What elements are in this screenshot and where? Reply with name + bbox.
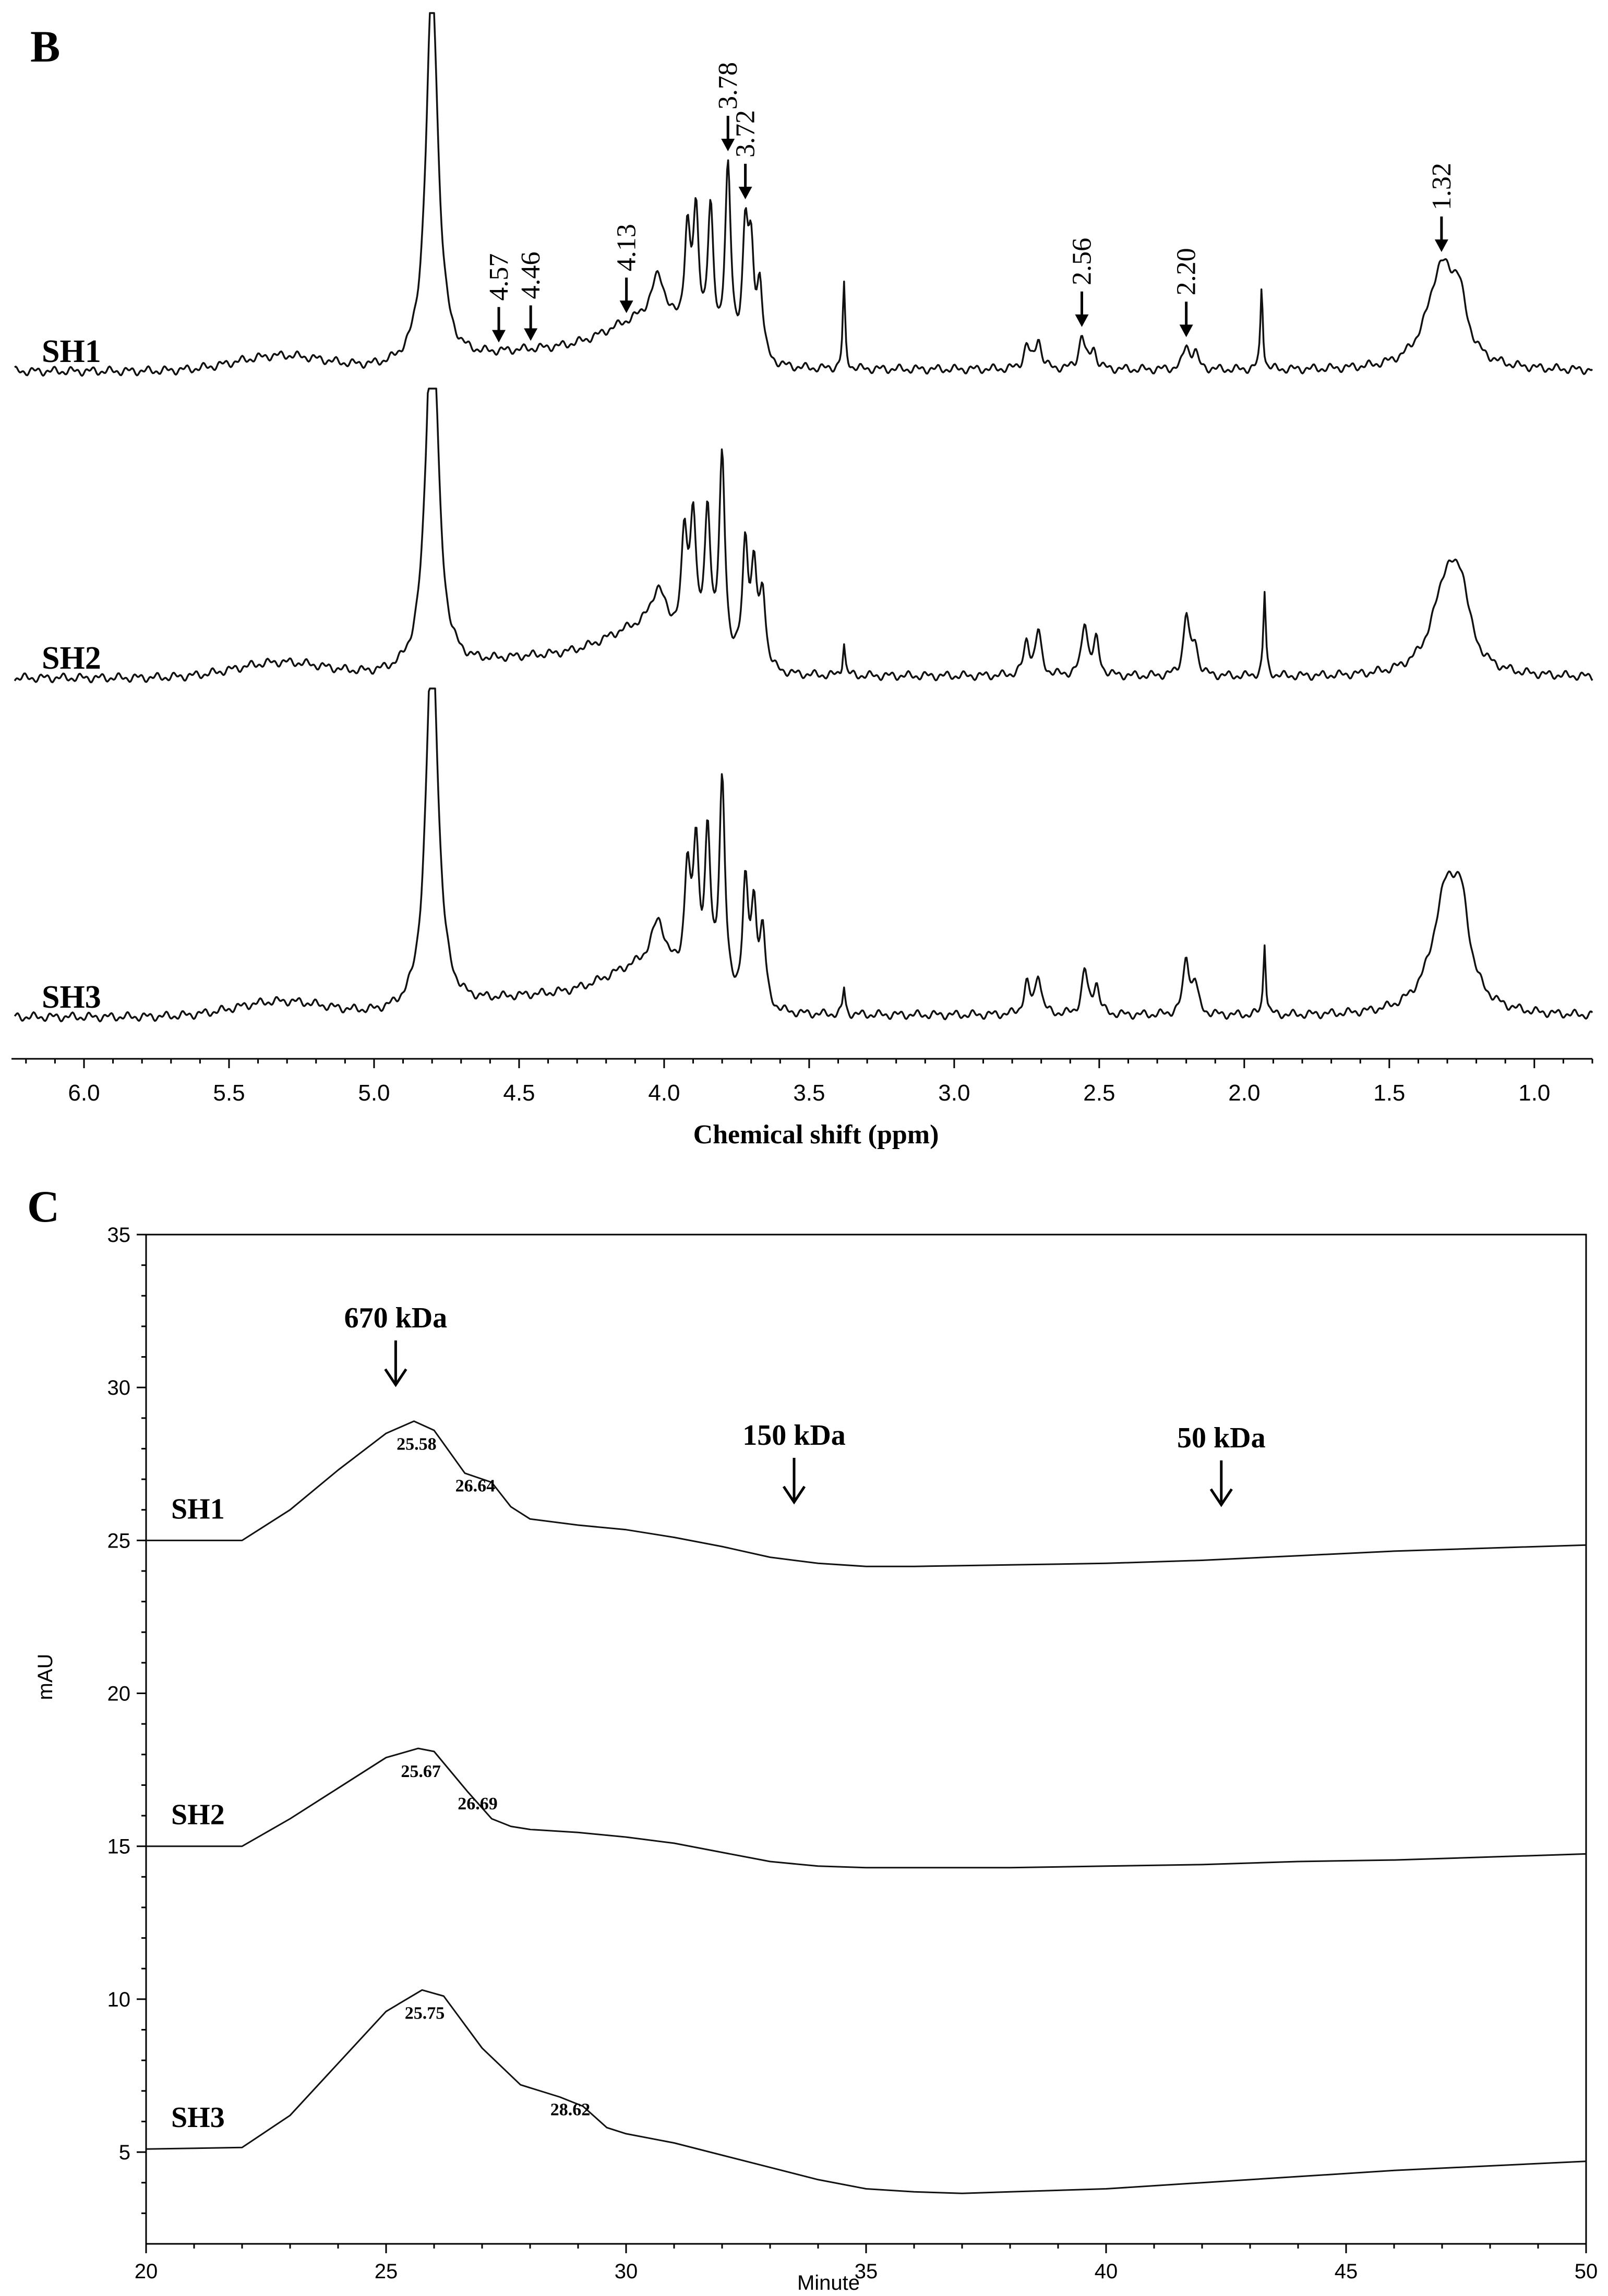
nmr-peak-arrowhead: [492, 330, 506, 343]
hplc-marker-label: 670 kDa: [344, 1302, 448, 1334]
hplc-peak-label: 25.67: [401, 1762, 441, 1781]
nmr-series-labels: SH1 SH2 SH3: [42, 334, 101, 1015]
hplc-marker-arrowhead: [1209, 1488, 1233, 1507]
nmr-x-tick-label: 3.5: [793, 1080, 825, 1106]
panel-label-c: C: [27, 1181, 59, 1231]
hplc-series-labels: SH1 SH2 SH3: [171, 1493, 225, 2134]
nmr-peak-arrowhead: [1075, 314, 1089, 327]
hplc-y-tick-label: 35: [107, 1224, 131, 1247]
nmr-peak-arrowhead: [1179, 324, 1193, 337]
hplc-y-tick-label: 15: [107, 1835, 131, 1858]
hplc-y-tick-label: 10: [107, 1988, 131, 2011]
hplc-x-tick-label: 45: [1335, 2260, 1358, 2283]
hplc-trace-sh1: [146, 1420, 1587, 1567]
hplc-series-label: SH3: [171, 2101, 225, 2134]
nmr-peak-arrowhead: [738, 186, 752, 199]
hplc-x-axis-title: Minute: [797, 2271, 860, 2294]
nmr-spectrum-line-sh2: [14, 388, 1593, 683]
nmr-x-tick-label: 3.0: [938, 1080, 970, 1106]
nmr-peak-label: 1.32: [1427, 163, 1457, 210]
nmr-x-tick-label: 5.5: [213, 1080, 245, 1106]
nmr-peak-annotations: 4.57 4.46 4.13 3.783.72 2.56 2.20 1.32: [484, 62, 1457, 343]
nmr-x-tick-label: 4.0: [648, 1080, 680, 1106]
panel-b: B 4.57 4.464.133.783.722.56 2.201.32 SH1SH…: [11, 12, 1593, 1150]
hplc-marker-label: 50 kDa: [1177, 1422, 1266, 1454]
nmr-x-tick-label: 2.5: [1083, 1080, 1115, 1106]
nmr-x-tick-label: 4.5: [503, 1080, 535, 1106]
nmr-x-tick-label: 1.5: [1373, 1080, 1405, 1106]
nmr-peak-label: 3.78: [713, 62, 743, 110]
nmr-peak-label: 4.13: [612, 224, 642, 271]
nmr-series-label: SH1: [42, 334, 101, 369]
nmr-peak-label: 2.56: [1067, 238, 1097, 285]
hplc-y-axis-title: mAU: [34, 1654, 57, 1700]
hplc-y-tick-label: 5: [119, 2141, 130, 2164]
hplc-y-tick-label: 20: [107, 1683, 131, 1706]
nmr-x-tick-label: 1.0: [1518, 1080, 1550, 1106]
hplc-y-tick-label: 30: [107, 1376, 131, 1399]
hplc-peak-label: 25.75: [405, 2003, 445, 2023]
hplc-trace-sh3: [146, 1989, 1587, 2194]
nmr-x-tick-label: 6.0: [68, 1080, 100, 1106]
hplc-peak-label: 26.69: [458, 1794, 498, 1814]
nmr-peak-label: 2.20: [1172, 248, 1202, 295]
nmr-peak-arrowhead: [1434, 239, 1448, 252]
nmr-x-tick-label: 5.0: [358, 1080, 390, 1106]
nmr-peak-label: 4.46: [516, 251, 546, 299]
hplc-axis-ticks: 20 25 30 35 40 45 50 5 10 15 20 25 30 35: [107, 1224, 1598, 2283]
nmr-series-label: SH3: [42, 980, 101, 1015]
panel-c: C 20 25 30 35 40 45 50 5 10 15 20 25 30 35 25.58 26.64…: [27, 1181, 1598, 2294]
nmr-peak-arrowhead: [524, 328, 538, 341]
hplc-marker-arrowhead: [782, 1485, 806, 1505]
hplc-marker-arrowhead: [384, 1368, 407, 1387]
nmr-spectrum-line-sh1: [14, 12, 1593, 377]
nmr-x-ticks: 6.0 5.5 5.0 4.5 4.0 3.5 3.0 2.5 2.0 1.5 1.0: [25, 1059, 1593, 1106]
panel-label-b: B: [30, 21, 60, 71]
hplc-peak-label: 26.64: [455, 1476, 496, 1495]
nmr-peak-arrowhead: [619, 300, 633, 313]
nmr-peak-arrowhead: [721, 138, 735, 151]
hplc-x-tick-label: 20: [135, 2260, 158, 2283]
hplc-x-tick-label: 35: [855, 2260, 878, 2283]
hplc-y-tick-label: 25: [107, 1529, 131, 1552]
hplc-peak-label: 28.62: [550, 2100, 591, 2120]
nmr-series-label: SH2: [42, 641, 101, 676]
nmr-peak-label: 4.57: [484, 253, 514, 301]
hplc-trace-sh2: [146, 1747, 1587, 1869]
nmr-spectra: [14, 12, 1593, 1023]
hplc-x-tick-label: 40: [1095, 2260, 1118, 2283]
hplc-x-tick-label: 30: [615, 2260, 638, 2283]
nmr-peak-label: 3.72: [731, 110, 761, 158]
nmr-spectrum-line-sh3: [14, 687, 1593, 1023]
hplc-series-label: SH2: [171, 1799, 225, 1831]
hplc-x-tick-label: 25: [375, 2260, 398, 2283]
hplc-marker-label: 150 kDa: [742, 1419, 846, 1452]
hplc-traces: 25.58 26.64 25.67 26.69 25.75 28.62: [146, 1420, 1587, 2194]
hplc-size-markers: 670 kDa 150 kDa 50 kDa: [344, 1302, 1266, 1507]
hplc-peak-label: 25.58: [397, 1435, 437, 1454]
nmr-x-tick-label: 2.0: [1228, 1080, 1260, 1106]
hplc-series-label: SH1: [171, 1493, 225, 1525]
hplc-x-tick-label: 50: [1575, 2260, 1598, 2283]
nmr-x-axis-title: Chemical shift (ppm): [693, 1120, 939, 1150]
hplc-plot-frame: [145, 1234, 1587, 2245]
